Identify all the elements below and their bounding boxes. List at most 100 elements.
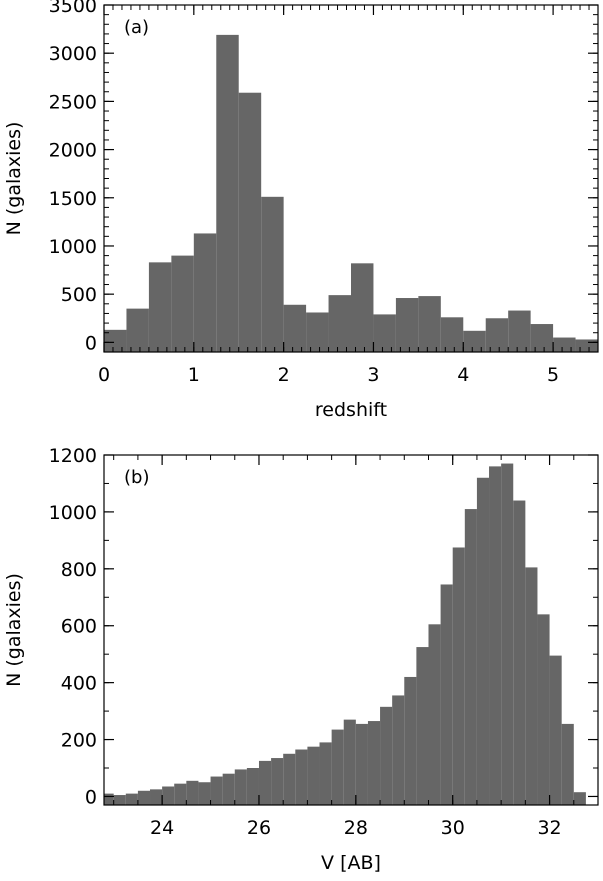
panel-b-x-tick-label: 24	[150, 817, 174, 839]
panel-a-bar-17	[485, 318, 509, 352]
panel-b-x-tick-label: 30	[441, 817, 465, 839]
panel-a-bar-14	[418, 296, 441, 352]
panel-a-y-tick-label: 1000	[49, 236, 97, 258]
panel-b-bar-32	[489, 466, 502, 805]
panel-b-bar-22	[367, 721, 381, 805]
panel-a-bar-20	[553, 337, 576, 352]
panel-b-bar-1	[113, 795, 126, 805]
panel-b-bar-20	[343, 719, 356, 805]
panel-b-y-tick-label: 1000	[49, 502, 97, 524]
panel-b-y-tick-label: 200	[61, 730, 97, 752]
panel-a-bar-0	[104, 329, 127, 352]
panel-a-bar-16	[463, 330, 486, 352]
panel-b-bar-11	[234, 769, 247, 805]
panel-a-x-tick-label: 2	[278, 364, 290, 386]
panel-a-y-tick-label: 500	[61, 284, 97, 306]
panel-b-bar-38	[561, 723, 574, 805]
panel-a-bar-21	[575, 339, 598, 352]
panel-b-y-axis-title: N (galaxies)	[3, 573, 25, 687]
panel-b-bar-29	[452, 547, 465, 805]
panel-a-y-axis-title: N (galaxies)	[3, 122, 25, 236]
panel-b-bar-24	[392, 695, 405, 805]
panel-b-bar-14	[271, 758, 284, 805]
panel-a-bar-9	[306, 312, 329, 352]
panel-a-bar-2	[148, 262, 172, 352]
panel-b-bar-17	[307, 746, 320, 805]
panel-b-bar-9	[210, 776, 223, 805]
panel-a-y-tick-label: 1500	[49, 188, 97, 210]
panel-a-x-tick-label: 1	[188, 364, 200, 386]
panel-a-y-tick-label: 3500	[49, 0, 97, 17]
panel-b-bar-27	[428, 624, 441, 805]
panel-a-y-tick-label: 3000	[49, 43, 97, 65]
panel-a-histogram: 0 1 2 3 4 5 0 500 1000 1500 2000 2500 3000 3500 (a) r…	[3, 0, 599, 421]
panel-a-bar-6	[238, 92, 262, 352]
panel-b-bar-4	[150, 789, 163, 805]
panel-b-bar-28	[440, 584, 453, 805]
panel-b-y-tick-label: 600	[61, 616, 97, 638]
panel-b-bar-21	[355, 723, 368, 805]
panel-a-x-tick-label: 4	[457, 364, 469, 386]
panel-b-bar-31	[476, 477, 490, 805]
panel-b-bar-13	[258, 760, 272, 805]
panel-b-bar-0	[104, 793, 114, 805]
panel-a-bar-7	[261, 196, 284, 352]
panel-b-bar-18	[319, 742, 332, 805]
panel-a-y-tick-label: 0	[85, 332, 97, 354]
panel-b-bar-2	[125, 793, 138, 805]
panel-b-bar-39	[573, 792, 586, 805]
panel-a-bar-15	[440, 317, 464, 352]
panel-a-bar-19	[530, 324, 554, 352]
panel-b-x-tick-label: 26	[247, 817, 271, 839]
panel-b-bar-35	[525, 567, 538, 805]
panel-a-bar-4	[193, 233, 217, 352]
panel-a-bar-10	[328, 295, 351, 352]
panel-b-x-tick-label: 32	[537, 817, 561, 839]
panel-b-bar-15	[283, 753, 296, 805]
panel-b-bars	[104, 463, 586, 805]
panel-b-bar-23	[380, 706, 393, 805]
panel-b-y-tick-label: 400	[61, 673, 97, 695]
panel-a-x-tick-label: 0	[98, 364, 110, 386]
panel-a-bar-12	[373, 314, 396, 352]
panel-b-y-tick-label: 0	[85, 786, 97, 808]
panel-b-bar-37	[549, 655, 562, 805]
panel-a-y-tick-label: 2000	[49, 140, 97, 162]
panel-a-x-tick-label: 5	[547, 364, 559, 386]
panel-b-bar-3	[137, 790, 151, 805]
panel-b-x-tick-label: 28	[344, 817, 368, 839]
panel-a-bar-13	[395, 298, 419, 352]
panel-b-frame	[103, 454, 599, 806]
panel-a-bar-5	[216, 34, 239, 352]
panel-b-bar-16	[295, 749, 308, 805]
panel-b-bar-12	[246, 768, 259, 805]
panel-a-tag: (a)	[124, 17, 149, 38]
panel-a-bar-1	[126, 308, 149, 352]
panel-a-bar-18	[508, 310, 531, 352]
panel-b-y-tick-label: 800	[61, 559, 97, 581]
panel-b-bar-33	[501, 463, 514, 805]
panel-a-x-axis-title: redshift	[315, 399, 387, 421]
panel-a-bar-3	[171, 255, 194, 352]
panel-b-bar-8	[198, 782, 211, 805]
panel-b-bar-34	[513, 500, 526, 805]
panel-a-bars	[104, 34, 598, 352]
panel-b-bar-10	[222, 773, 235, 805]
panel-a-axes: 0 1 2 3 4 5 0 500 1000 1500 2000 2500 3000 3500	[49, 0, 599, 386]
panel-b-x-axis-title: V [AB]	[321, 852, 381, 874]
panel-b-bar-26	[416, 647, 429, 805]
panel-a-bar-8	[283, 304, 307, 352]
panel-b-y-tick-label: 1200	[49, 445, 97, 467]
panel-b-axes: 24 26 28 30 32 0 200 400 600 800 1000 1200	[49, 445, 599, 839]
panel-b-bar-6	[174, 783, 187, 805]
panel-a-x-tick-label: 3	[367, 364, 379, 386]
panel-a-y-tick-label: 2500	[49, 91, 97, 113]
panel-b-bar-30	[464, 509, 477, 805]
panel-b-tag: (b)	[124, 467, 149, 488]
panel-b-bar-7	[186, 780, 199, 805]
panel-b-bar-19	[331, 729, 344, 805]
panel-b-histogram: 24 26 28 30 32 0 200 400 600 800 1000 1200 (b) V [A…	[3, 445, 599, 874]
panel-a-bar-11	[351, 263, 374, 352]
panel-b-bar-25	[404, 676, 417, 805]
